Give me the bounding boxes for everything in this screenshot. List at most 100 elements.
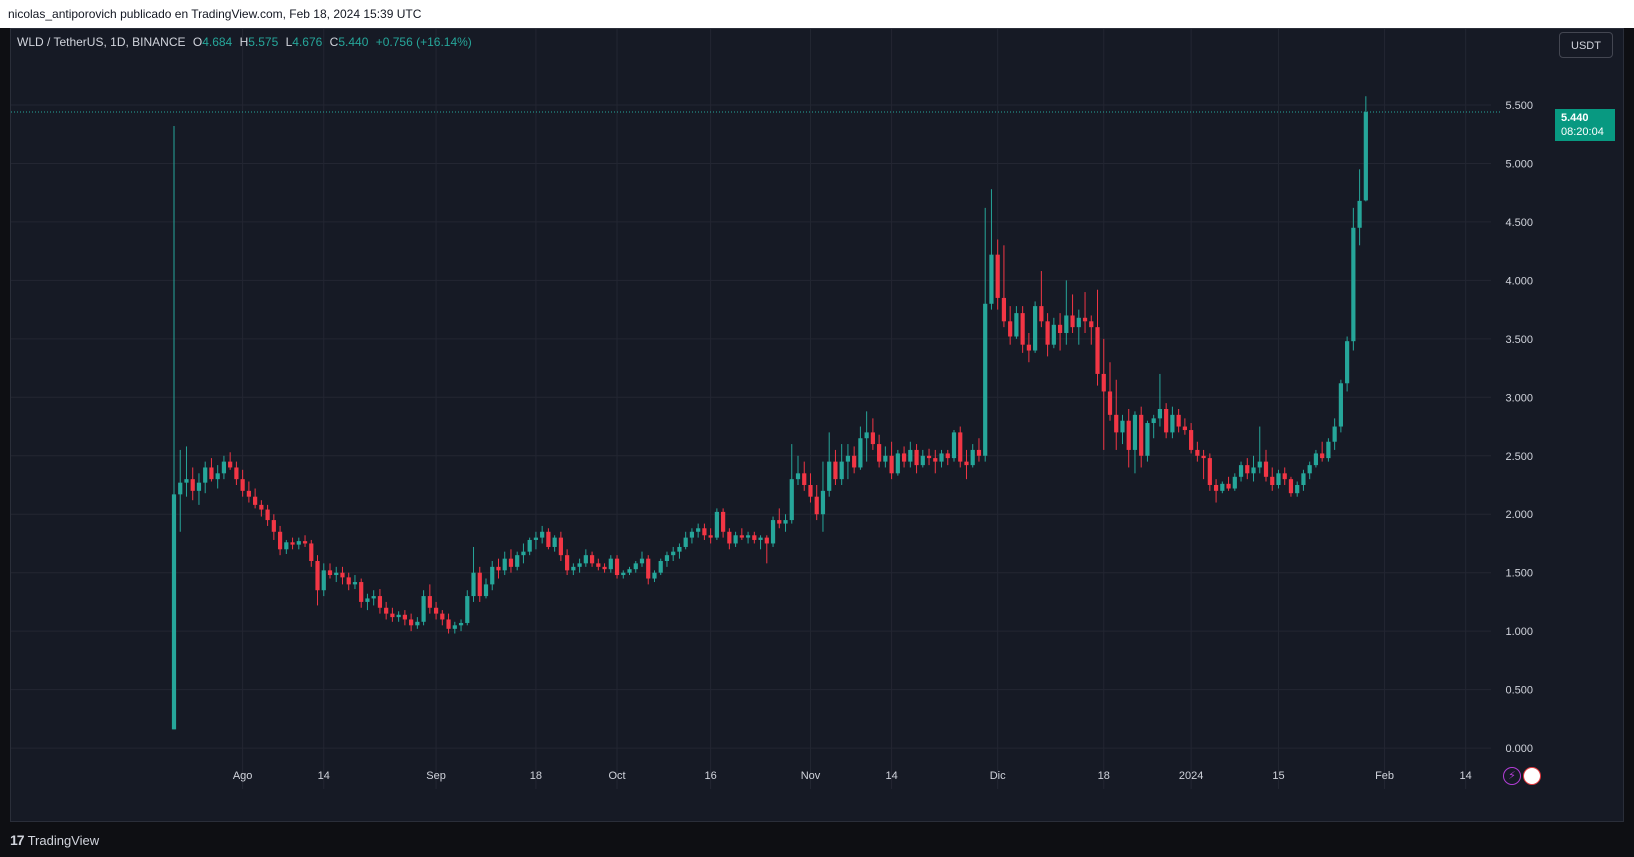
candle-body xyxy=(209,467,214,480)
candle-body xyxy=(253,496,258,505)
candle-body xyxy=(1164,409,1169,433)
candle-body xyxy=(284,542,289,550)
candle-body xyxy=(1101,373,1106,392)
candle-body xyxy=(565,555,570,571)
candle-body xyxy=(490,566,495,585)
tradingview-logo-icon: 17 xyxy=(10,832,25,848)
candle-body xyxy=(471,572,476,597)
candle-body xyxy=(290,542,295,545)
candle-body xyxy=(1001,297,1007,322)
candle-body xyxy=(521,551,526,556)
candle-body xyxy=(415,621,420,626)
symbol-label[interactable]: WLD / TetherUS, 1D, BINANCE xyxy=(17,35,186,49)
candle-body xyxy=(1089,321,1094,328)
candle-body xyxy=(440,613,445,620)
candle-body xyxy=(1095,327,1100,374)
tradingview-brand[interactable]: 17 TradingView xyxy=(10,832,99,848)
candle-body xyxy=(596,563,601,567)
change-value: +0.756 (+16.14%) xyxy=(375,35,472,49)
candle-body xyxy=(877,444,882,462)
candle-body xyxy=(433,607,439,614)
candle-body xyxy=(1238,465,1244,477)
status-icons: ⚡ xyxy=(1503,767,1541,785)
bar-countdown: 08:20:04 xyxy=(1561,126,1604,138)
candle-body xyxy=(502,558,507,571)
candle-body xyxy=(627,569,632,573)
x-tick-label: 14 xyxy=(885,770,897,782)
attribution-text: nicolas_antiporovich publicado en Tradin… xyxy=(8,7,422,21)
candle-body xyxy=(421,596,426,622)
candle-body xyxy=(845,455,851,462)
candle-body xyxy=(465,596,470,623)
candle-body xyxy=(1276,473,1281,485)
candle-body xyxy=(458,622,464,626)
currency-button[interactable]: USDT xyxy=(1559,32,1613,58)
candle-body xyxy=(178,482,183,495)
last-price-value: 5.440 xyxy=(1561,112,1589,124)
candle-body xyxy=(221,461,227,474)
candle-body xyxy=(983,303,988,456)
candle-body xyxy=(820,490,826,515)
y-tick-label: 5.500 xyxy=(1505,100,1533,112)
candle-body xyxy=(939,453,944,462)
candle-body xyxy=(1295,485,1300,494)
low-value: 4.676 xyxy=(292,35,323,49)
us-flag-icon[interactable] xyxy=(1523,767,1541,785)
candle-body xyxy=(696,528,701,532)
candle-body xyxy=(858,438,863,468)
candle-body xyxy=(889,455,894,474)
y-tick-label: 1.000 xyxy=(1505,626,1533,638)
candle-body xyxy=(377,596,383,608)
candle-body xyxy=(895,453,900,474)
candle-body xyxy=(664,555,670,561)
y-tick-label: 1.500 xyxy=(1505,568,1533,580)
candle-body xyxy=(733,535,738,544)
candle-body xyxy=(265,509,270,521)
candle-body xyxy=(976,449,982,456)
high-value: 5.575 xyxy=(248,35,279,49)
candle-body xyxy=(540,531,545,538)
candle-body xyxy=(515,555,520,567)
lightning-icon[interactable]: ⚡ xyxy=(1503,767,1521,785)
chart-panel[interactable]: 0.000 0.500 1.000 1.500 2.000 2.500 3.000 3.500… xyxy=(10,28,1624,822)
candle-body xyxy=(1176,414,1181,427)
candle-body xyxy=(371,596,376,599)
candle-body xyxy=(184,479,189,483)
candle-body xyxy=(384,607,389,614)
candle-body xyxy=(1145,423,1150,456)
candle-body xyxy=(1320,453,1325,459)
ohlc-legend: WLD / TetherUS, 1D, BINANCE O4.684 H5.57… xyxy=(17,35,472,49)
candle-body xyxy=(870,432,875,445)
candle-body xyxy=(309,543,314,561)
candlestick-chart[interactable]: 0.000 0.500 1.000 1.500 2.000 2.500 3.000 3.500… xyxy=(11,29,1623,821)
candle-body xyxy=(271,520,276,532)
candle-body xyxy=(1132,414,1138,450)
candle-body xyxy=(764,537,769,544)
candle-body xyxy=(864,432,869,439)
open-value: 4.684 xyxy=(202,35,233,49)
candle-body xyxy=(1157,409,1163,419)
candle-body xyxy=(390,613,395,618)
candle-body xyxy=(652,572,657,579)
x-tick-label: Oct xyxy=(608,770,625,782)
candle-body xyxy=(951,432,957,459)
candle-body xyxy=(608,558,613,570)
candle-body xyxy=(827,461,832,491)
candle-body xyxy=(577,563,582,567)
open-label: O xyxy=(192,35,203,49)
candle-body xyxy=(833,461,838,480)
x-tick-label: 16 xyxy=(705,770,717,782)
candle-body xyxy=(1307,465,1312,474)
candle-body xyxy=(259,504,264,510)
candle-body xyxy=(1245,465,1250,474)
candle-body xyxy=(1263,461,1269,477)
candle-body xyxy=(1189,430,1194,450)
candle-body xyxy=(777,520,782,524)
candle-body xyxy=(883,455,888,462)
candle-body xyxy=(1226,483,1231,489)
candle-body xyxy=(677,546,682,552)
y-tick-label: 4.500 xyxy=(1505,217,1533,229)
footer: 17 TradingView xyxy=(0,822,1634,857)
candle-body xyxy=(926,455,932,459)
candle-body xyxy=(327,570,333,576)
